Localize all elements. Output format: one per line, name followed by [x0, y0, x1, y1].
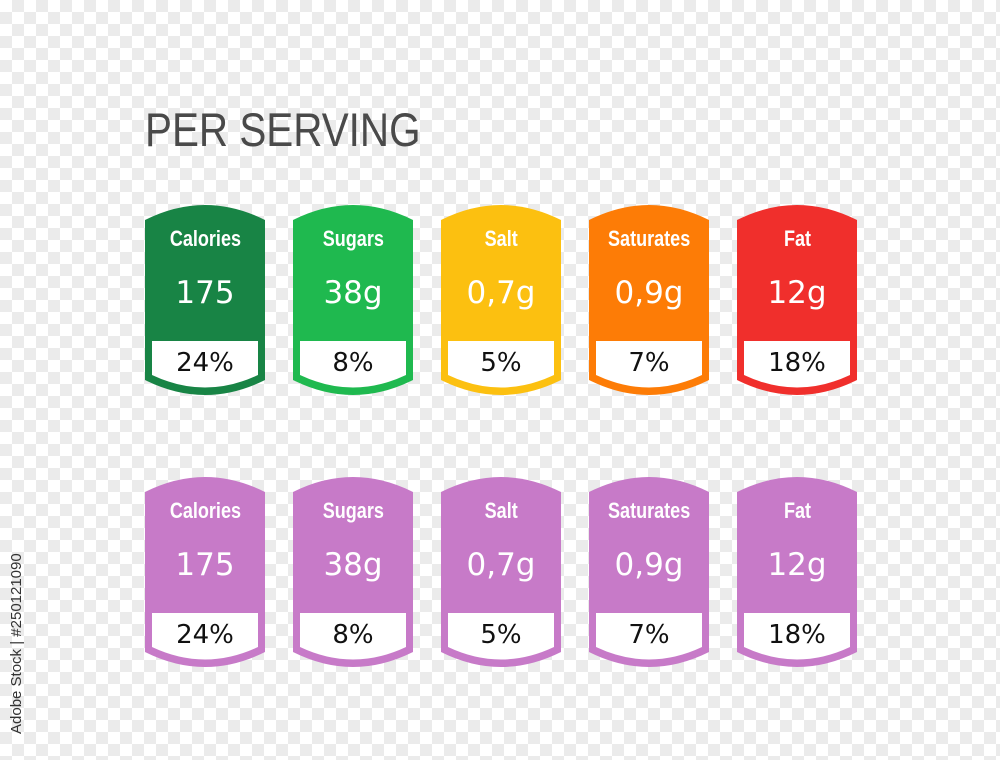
nutrition-label-salt: Salt 0,7g 5%	[441, 472, 561, 672]
label-shape	[441, 205, 561, 395]
label-percent: 7%	[628, 348, 670, 378]
label-shape	[145, 205, 265, 395]
label-shape	[737, 477, 857, 667]
nutrition-label-sugars: Sugars 38g 8%	[293, 472, 413, 672]
purple-label-row: Calories 175 24% Sugars 38g 8% Salt 0,7g…	[145, 472, 857, 672]
label-shape	[145, 477, 265, 667]
label-percent: 5%	[480, 620, 522, 650]
label-name: Saturates	[607, 498, 691, 523]
label-name: Saturates	[607, 226, 691, 251]
label-amount: 12g	[767, 547, 827, 583]
label-name: Calories	[169, 498, 241, 523]
label-shape	[737, 205, 857, 395]
label-amount: 0,9g	[614, 275, 684, 311]
nutrition-label-calories: Calories 175 24%	[145, 472, 265, 672]
label-percent: 8%	[332, 348, 374, 378]
label-amount: 0,7g	[466, 547, 536, 583]
label-name: Salt	[484, 498, 518, 523]
stock-watermark: Adobe Stock | #250121090	[6, 524, 28, 734]
label-percent: 24%	[176, 620, 234, 650]
label-name: Salt	[484, 226, 518, 251]
nutrition-label-sugars: Sugars 38g 8%	[293, 200, 413, 400]
label-percent: 8%	[332, 620, 374, 650]
label-amount: 0,9g	[614, 547, 684, 583]
label-shape	[441, 477, 561, 667]
nutrition-label-fat: Fat 12g 18%	[737, 200, 857, 400]
colored-label-row: Calories 175 24% Sugars 38g 8% Salt 0,7g…	[145, 200, 857, 400]
label-name: Sugars	[322, 498, 384, 523]
label-shape	[589, 477, 709, 667]
label-percent: 18%	[768, 620, 826, 650]
label-percent: 18%	[768, 348, 826, 378]
nutrition-label-saturates: Saturates 0,9g 7%	[589, 200, 709, 400]
nutrition-label-salt: Salt 0,7g 5%	[441, 200, 561, 400]
label-amount: 12g	[767, 275, 827, 311]
nutrition-label-saturates: Saturates 0,9g 7%	[589, 472, 709, 672]
label-amount: 38g	[323, 275, 383, 311]
label-shape	[293, 477, 413, 667]
label-amount: 0,7g	[466, 275, 536, 311]
label-amount: 175	[175, 275, 235, 311]
label-percent: 7%	[628, 620, 670, 650]
label-name: Sugars	[322, 226, 384, 251]
label-amount: 38g	[323, 547, 383, 583]
label-percent: 5%	[480, 348, 522, 378]
label-name: Fat	[783, 498, 811, 523]
label-shape	[293, 205, 413, 395]
watermark-text: Adobe Stock | #250121090	[8, 553, 25, 734]
nutrition-label-fat: Fat 12g 18%	[737, 472, 857, 672]
label-percent: 24%	[176, 348, 234, 378]
label-shape	[589, 205, 709, 395]
page-title: PER SERVING	[145, 103, 421, 156]
label-name: Fat	[783, 226, 811, 251]
label-name: Calories	[169, 226, 241, 251]
nutrition-label-calories: Calories 175 24%	[145, 200, 265, 400]
label-amount: 175	[175, 547, 235, 583]
